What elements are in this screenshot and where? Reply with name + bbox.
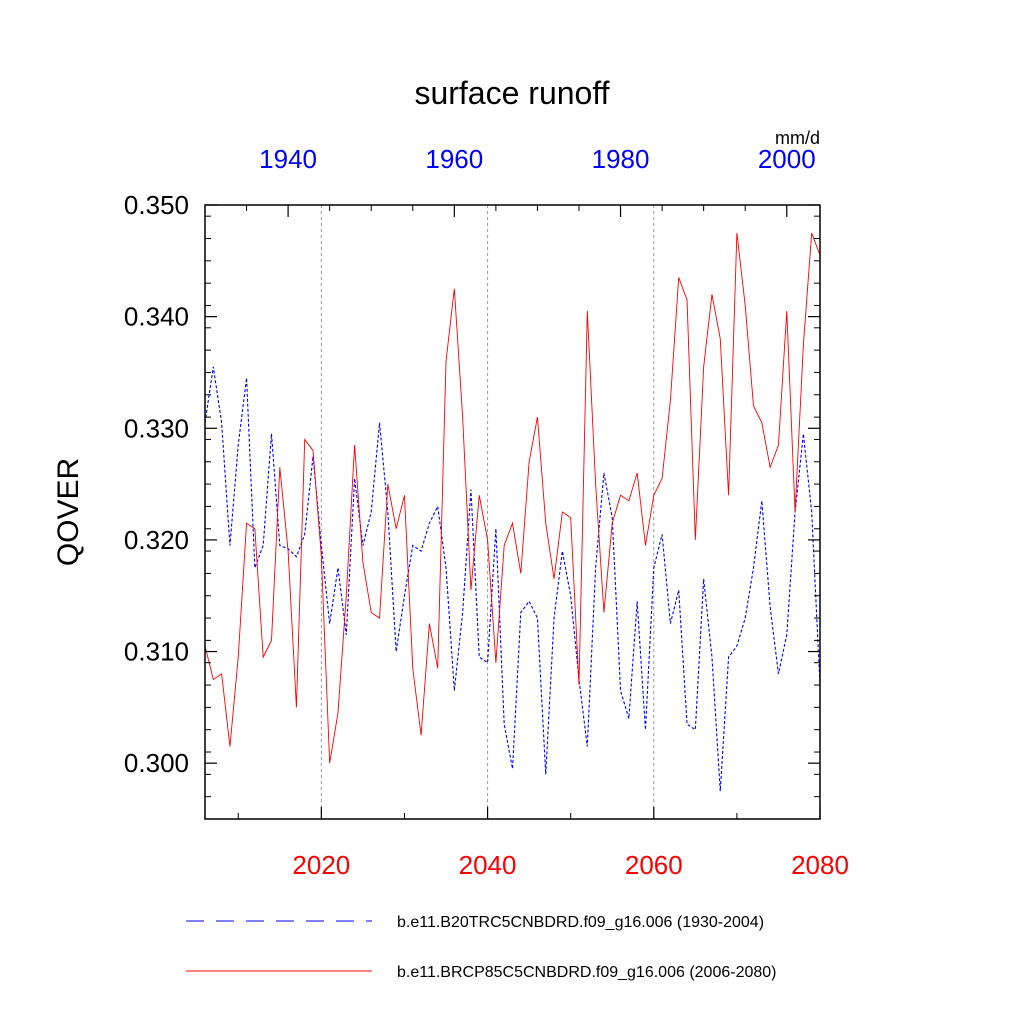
units-label: mm/d <box>775 128 820 148</box>
y-axis-label: QOVER <box>52 458 85 566</box>
x-top-tick-label: 2000 <box>758 144 816 174</box>
y-tick-label: 0.300 <box>124 748 189 778</box>
legend-label-rcp85: b.e11.BRCP85C5CNBDRD.f09_g16.006 (2006-2… <box>397 964 776 981</box>
series-line-rcp85 <box>204 232 821 764</box>
x-bottom-tick-label: 2060 <box>625 850 683 880</box>
y-tick-label: 0.350 <box>124 190 189 220</box>
legend-label-historical: b.e11.B20TRC5CNBDRD.f09_g16.006 (1930-20… <box>397 914 764 931</box>
chart-title: surface runoff <box>414 75 609 111</box>
x-top-tick-label: 1960 <box>425 144 483 174</box>
x-top-tick-label: 1940 <box>259 144 317 174</box>
y-tick-label: 0.320 <box>124 525 189 555</box>
y-tick-label: 0.340 <box>124 302 189 332</box>
x-bottom-tick-label: 2020 <box>292 850 350 880</box>
y-tick-label: 0.310 <box>124 637 189 667</box>
plot-frame <box>204 204 821 820</box>
y-tick-label: 0.330 <box>124 413 189 443</box>
x-bottom-tick-label: 2040 <box>459 850 517 880</box>
x-bottom-tick-label: 2080 <box>791 850 849 880</box>
series-layer <box>204 232 821 792</box>
grid <box>320 205 655 819</box>
x-top-tick-label: 1980 <box>592 144 650 174</box>
axes: 0.300 0.310 0.320 0.330 0.340 0.350 2020 2040 20… <box>124 144 849 880</box>
series-line-historical <box>204 366 821 792</box>
legend: b.e11.B20TRC5CNBDRD.f09_g16.006 (1930-20… <box>186 914 776 981</box>
